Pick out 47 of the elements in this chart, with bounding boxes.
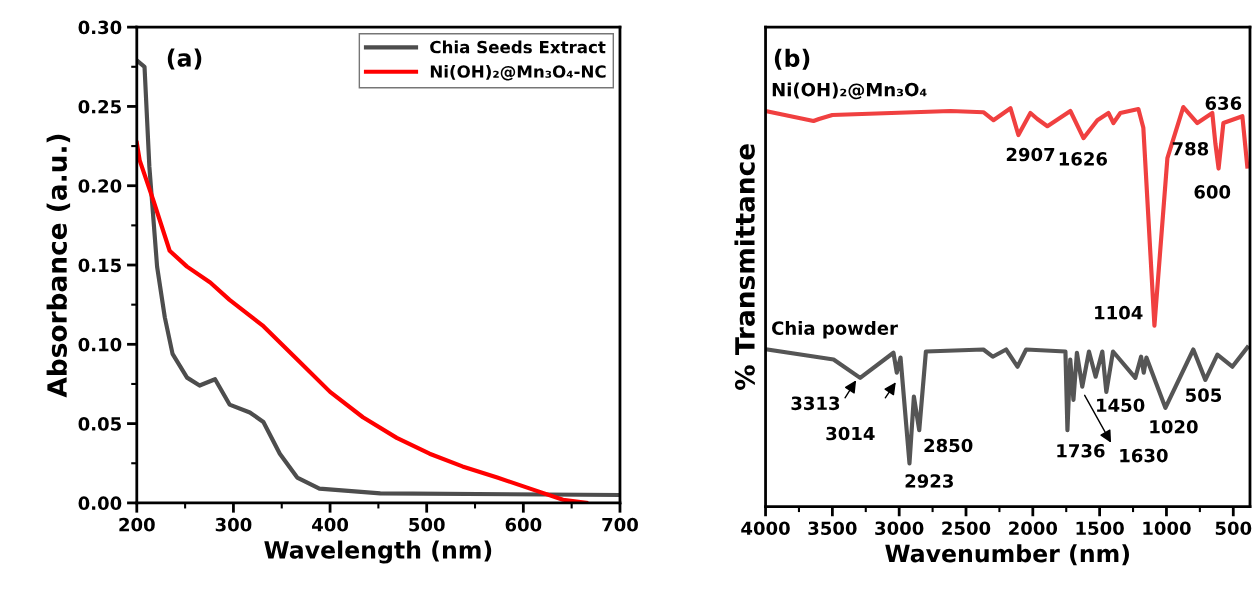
annotation: 636 bbox=[1205, 96, 1242, 111]
annotation: 505 bbox=[1186, 388, 1222, 402]
annotation: 1450 bbox=[1097, 398, 1145, 413]
series-label: Ni(OH)₂@Mn₃O₄ bbox=[772, 82, 927, 100]
y-tick-label: 0.20 bbox=[78, 179, 122, 193]
line-series bbox=[136, 140, 589, 503]
annotation: 600 bbox=[1194, 185, 1231, 199]
y-axis-title: % Transmittance bbox=[734, 144, 755, 390]
x-tick-label: 600 bbox=[505, 517, 542, 532]
x-axis-title: Wavelength (nm) bbox=[264, 540, 492, 564]
y-tick-label: 0.10 bbox=[78, 337, 122, 352]
chart-title: (b) bbox=[774, 48, 810, 70]
y-tick-label: 0.00 bbox=[78, 496, 122, 511]
x-tick-label: 700 bbox=[602, 517, 638, 532]
annotation: 3014 bbox=[826, 426, 875, 441]
annotation: 2907 bbox=[1006, 147, 1055, 162]
legend-label: Chia Seeds Extract bbox=[430, 40, 606, 54]
x-tick-label: 500 bbox=[1215, 521, 1252, 536]
y-tick-label: 0.25 bbox=[78, 99, 121, 114]
legend-label: Ni(OH)₂@Mn₃O₄-NC bbox=[430, 64, 606, 81]
x-tick-label: 2000 bbox=[1009, 521, 1058, 536]
x-tick-label: 400 bbox=[312, 517, 349, 532]
x-tick-label: 500 bbox=[409, 517, 445, 532]
x-tick-label: 2500 bbox=[942, 521, 991, 536]
y-tick-label: 0.30 bbox=[78, 20, 122, 35]
x-tick-label: 300 bbox=[215, 517, 252, 532]
series-label: Chia powder bbox=[772, 320, 898, 339]
annotation: 2923 bbox=[905, 474, 953, 488]
x-tick-label: 1500 bbox=[1076, 521, 1124, 536]
x-tick-label: 4000 bbox=[741, 521, 790, 536]
x-axis-title: Wavenumber (nm) bbox=[885, 544, 1129, 566]
annotation: 788 bbox=[1172, 141, 1209, 156]
annotation: 1626 bbox=[1059, 151, 1108, 166]
y-tick-label: 0.05 bbox=[78, 417, 121, 431]
y-axis-title: Absorbance (a.u.) bbox=[46, 134, 71, 398]
x-tick-label: 200 bbox=[119, 517, 155, 532]
x-tick-label: 3000 bbox=[875, 521, 924, 536]
y-tick-label: 0.15 bbox=[78, 258, 121, 273]
x-tick-label: 3500 bbox=[808, 521, 857, 536]
text: (a) bbox=[167, 48, 202, 70]
x-tick-label: 1000 bbox=[1143, 521, 1191, 536]
annotation: 1104 bbox=[1095, 305, 1143, 320]
annotation: 1630 bbox=[1120, 448, 1168, 463]
annotation: 1736 bbox=[1057, 443, 1105, 458]
annotation: 3313 bbox=[791, 396, 840, 411]
annotation: 2850 bbox=[924, 438, 973, 453]
annotation: 1020 bbox=[1150, 419, 1198, 434]
